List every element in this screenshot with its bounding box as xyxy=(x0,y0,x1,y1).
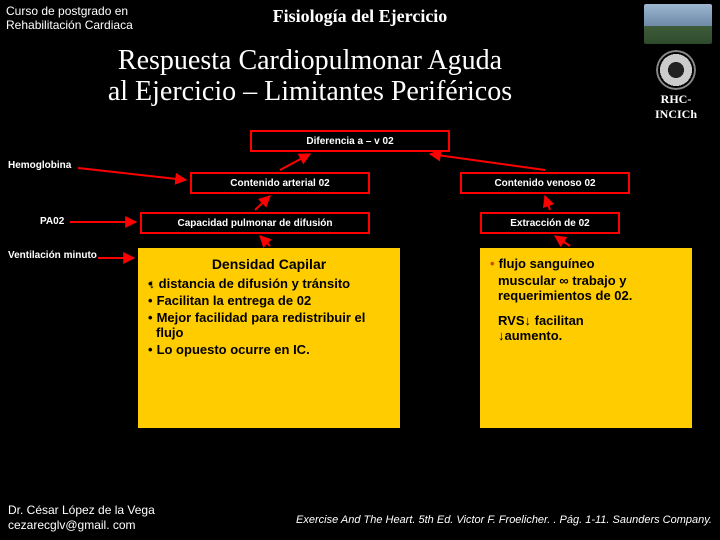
hospital-photo xyxy=(644,4,712,44)
title-line2: al Ejercicio – Limitantes Periféricos xyxy=(0,77,620,108)
card-left-item-1: •Facilitan la entrega de 02 xyxy=(156,293,390,308)
box-extraccion: Extracción de 02 xyxy=(480,212,620,234)
card-right-line4: ↓aumento. xyxy=(498,328,682,343)
card-left-item-2: •Mejor facilidad para redistribuir el fl… xyxy=(156,310,390,340)
box-diferencia: Diferencia a – v 02 xyxy=(250,130,450,152)
author-email: cezarecglv@gmail. com xyxy=(8,518,155,532)
institution-logo: RHC- INCICh xyxy=(640,50,712,122)
logo-label: RHC- INCICh xyxy=(640,92,712,122)
card-left-item-3: •Lo opuesto ocurre en IC. xyxy=(156,342,390,357)
author-name: Dr. César López de la Vega xyxy=(8,503,155,517)
card-right-line3: RVS↓ facilitan xyxy=(498,313,682,328)
label-ventilacion: Ventilación minuto xyxy=(8,250,97,261)
card-densidad-capilar: Densidad Capilar •↓ distancia de difusió… xyxy=(138,248,400,428)
card-right-line1: •flujo sanguíneo xyxy=(498,256,682,271)
card-left-item-0: •↓ distancia de difusión y tránsito xyxy=(156,276,390,291)
footer-reference: Exercise And The Heart. 5th Ed. Victor F… xyxy=(296,514,712,526)
title-line1: Respuesta Cardiopulmonar Aguda xyxy=(0,46,620,77)
box-contenido-venoso: Contenido venoso 02 xyxy=(460,172,630,194)
card-right-line2: muscular ∞ trabajo y requerimientos de 0… xyxy=(498,273,682,303)
card-left-heading: Densidad Capilar xyxy=(148,256,390,272)
footer-author: Dr. César López de la Vega cezarecglv@gm… xyxy=(8,503,155,532)
label-pa02: PA02 xyxy=(40,216,64,227)
slide-title: Respuesta Cardiopulmonar Aguda al Ejerci… xyxy=(0,46,620,108)
card-flujo-sanguineo: •flujo sanguíneo muscular ∞ trabajo y re… xyxy=(480,248,692,428)
label-hemoglobina: Hemoglobina xyxy=(8,160,71,171)
page-topic: Fisiología del Ejercicio xyxy=(0,6,720,27)
gear-icon xyxy=(656,50,696,90)
box-capacidad: Capacidad pulmonar de difusión xyxy=(140,212,370,234)
box-contenido-arterial: Contenido arterial 02 xyxy=(190,172,370,194)
